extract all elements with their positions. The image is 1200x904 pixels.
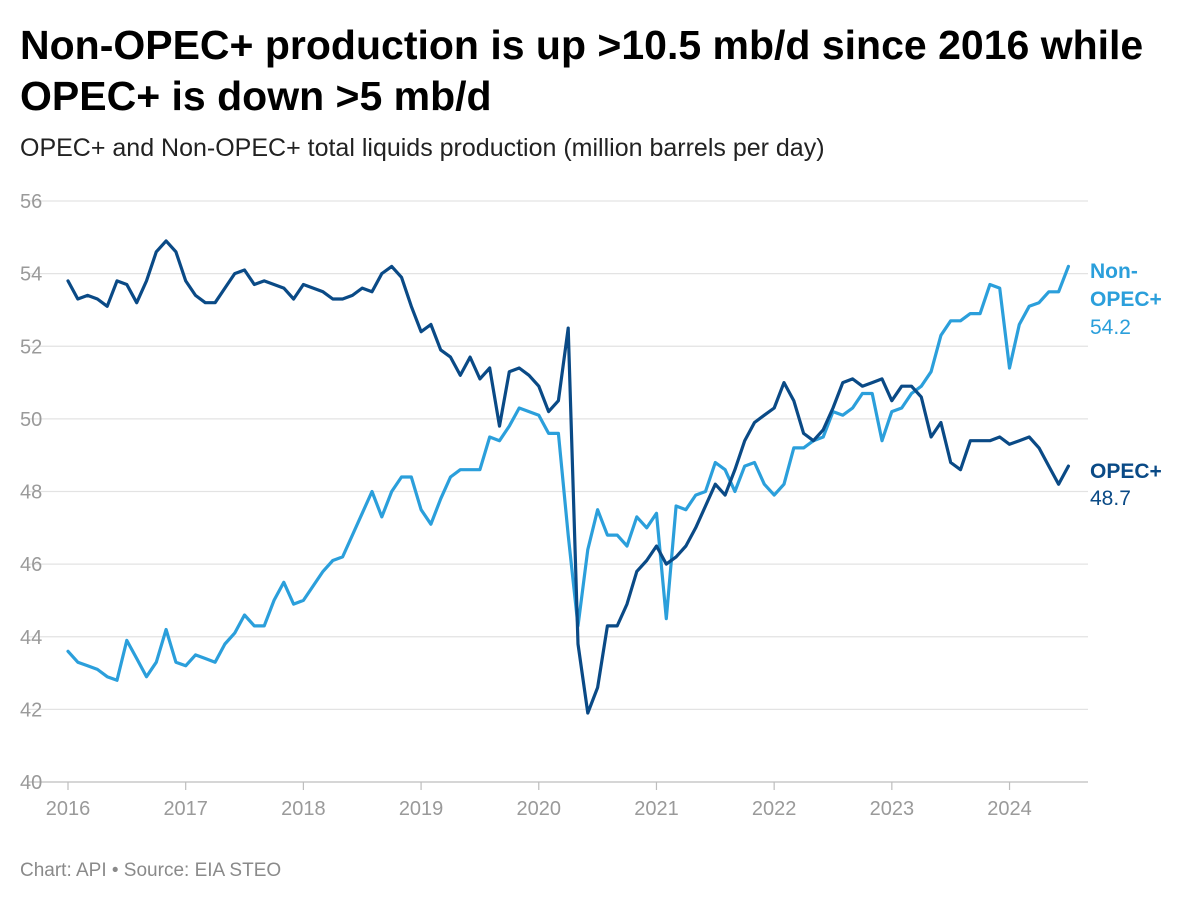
gridlines [28,200,1088,783]
series-line-non-opec- [66,264,1071,682]
series-end-labels: Non- OPEC+ 54.2 OPEC+ 48.7 [1090,260,1162,510]
x-tick-label: 2023 [870,798,915,820]
x-tick-label: 2018 [281,798,326,820]
series-lines [66,239,1071,715]
series-line-opec- [66,239,1071,715]
non-opec-label-line1: Non- [1090,260,1138,283]
x-tick-label: 2024 [987,798,1032,820]
y-axis-ticks: 40 42 44 46 48 50 52 54 56 [20,191,42,794]
y-tick-label: 48 [20,482,42,504]
x-tick-label: 2019 [399,798,444,820]
y-tick-label: 54 [20,264,42,286]
y-tick-label: 42 [20,699,42,721]
y-tick-label: 52 [20,336,42,358]
y-tick-label: 40 [20,772,42,794]
non-opec-label-line2: OPEC+ [1090,288,1162,311]
y-tick-label: 44 [20,627,42,649]
x-tick-label: 2016 [46,798,91,820]
y-tick-label: 50 [20,409,42,431]
x-tick-label: 2020 [517,798,562,820]
x-tick-label: 2017 [163,798,208,820]
x-axis-ticks: 2016 2017 2018 2019 2020 2021 2022 2023 2024 [46,782,1032,820]
y-tick-label: 46 [20,554,42,576]
x-tick-label: 2022 [752,798,797,820]
chart-footer: Chart: API • Source: EIA STEO [20,860,282,881]
y-tick-label: 56 [20,191,42,213]
non-opec-end-value: 54.2 [1090,316,1131,339]
opec-label: OPEC+ [1090,460,1162,483]
chart-subtitle: OPEC+ and Non-OPEC+ total liquids produc… [20,134,825,162]
chart-title: Non-OPEC+ production is up >10.5 mb/d si… [20,22,1144,119]
x-tick-label: 2021 [634,798,679,820]
opec-end-value: 48.7 [1090,487,1131,510]
